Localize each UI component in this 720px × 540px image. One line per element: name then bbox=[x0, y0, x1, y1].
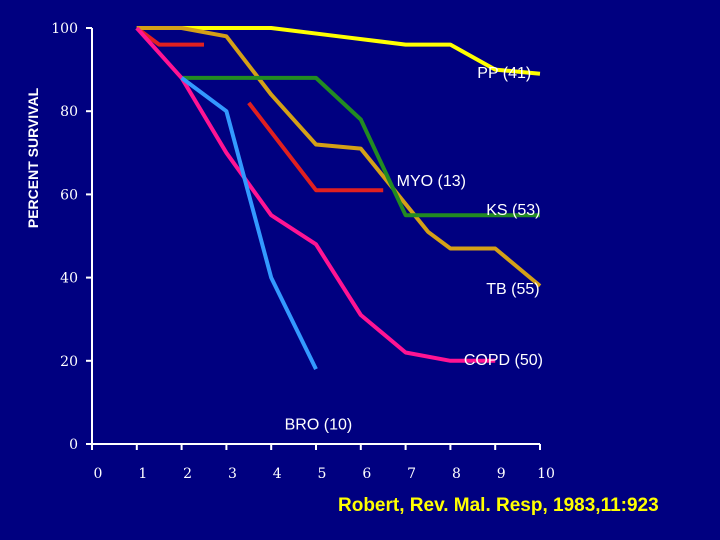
y-tick-label: 80 bbox=[60, 104, 78, 120]
x-tick-label: 1 bbox=[138, 466, 147, 482]
x-tick-label: 6 bbox=[362, 466, 371, 482]
series-label-copd-50: COPD (50) bbox=[464, 352, 543, 369]
y-tick-label: 20 bbox=[60, 354, 78, 370]
series-label-myo-13: MYO (13) bbox=[397, 173, 466, 190]
series-labels: PP (41) MYO (13) KS (53) TB (55) COPD (50) BR… bbox=[285, 65, 543, 434]
y-ticks: 0 20 40 60 80 100 bbox=[51, 21, 92, 453]
series-line-bro-10 bbox=[180, 76, 318, 370]
series-label-bro-10: BRO (10) bbox=[285, 416, 353, 433]
axes bbox=[91, 28, 540, 445]
series-line-tb-55 bbox=[136, 26, 542, 288]
y-tick-label: 0 bbox=[69, 437, 78, 453]
x-tick-label: 3 bbox=[228, 466, 237, 482]
series-label-pp-41: PP (41) bbox=[477, 65, 531, 82]
y-tick-label: 100 bbox=[51, 21, 78, 37]
series-line-copd-50 bbox=[135, 26, 496, 363]
x-tick-label: 4 bbox=[273, 466, 282, 482]
x-tick-label: 2 bbox=[183, 466, 192, 482]
x-tick-label: 5 bbox=[318, 466, 327, 482]
series-label-tb-55: TB (55) bbox=[486, 281, 539, 298]
y-axis-label: PERCENT SURVIVAL bbox=[25, 87, 41, 228]
citation: Robert, Rev. Mal. Resp, 1983,11:923 bbox=[338, 495, 659, 516]
series-label-ks-53: KS (53) bbox=[486, 202, 540, 219]
x-tick-label: 10 bbox=[537, 466, 555, 482]
series-lines bbox=[135, 26, 542, 370]
x-tick-label: 7 bbox=[407, 466, 416, 482]
series-line-myo-13 bbox=[247, 101, 384, 193]
y-tick-label: 40 bbox=[60, 271, 78, 287]
series-line-ks-53 bbox=[181, 75, 540, 218]
x-tick-label: 8 bbox=[452, 466, 461, 482]
series-line-pp-41 bbox=[136, 26, 541, 76]
x-tick-label: 0 bbox=[94, 466, 103, 482]
x-tick-label: 9 bbox=[497, 466, 506, 482]
x-ticks: 0 1 2 3 4 5 6 7 8 9 10 bbox=[91, 444, 555, 482]
y-tick-label: 60 bbox=[60, 187, 78, 203]
